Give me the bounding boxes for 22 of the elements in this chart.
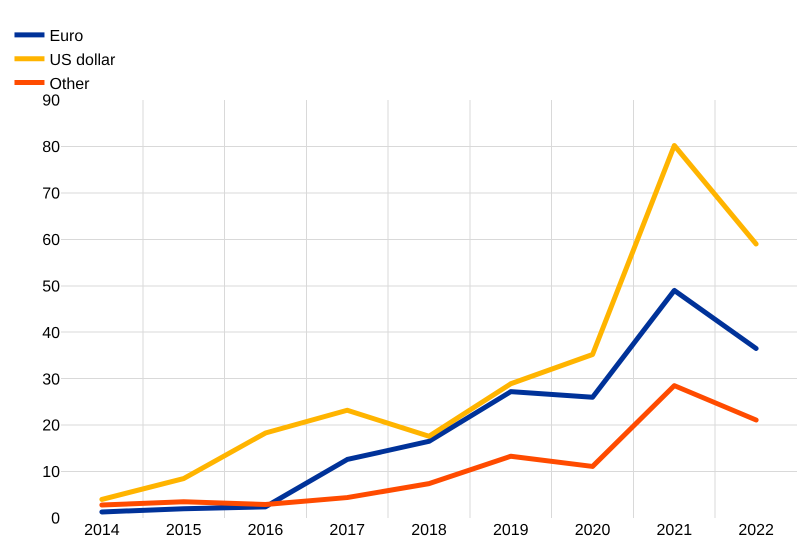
- legend-label: US dollar: [49, 52, 116, 69]
- y-tick-label: 30: [42, 371, 60, 388]
- x-tick-label: 2017: [329, 522, 366, 539]
- legend-label: Euro: [49, 28, 84, 46]
- y-tick-label: 20: [42, 418, 60, 435]
- y-tick-label: 10: [42, 464, 60, 482]
- y-tick-label: 0: [51, 510, 60, 528]
- x-tick-label: 2016: [248, 522, 284, 539]
- y-tick-label: 80: [42, 139, 60, 156]
- y-tick-label: 40: [42, 324, 60, 342]
- y-tick-label: 70: [42, 185, 60, 202]
- y-tick-label: 60: [42, 232, 60, 249]
- legend-label: Other: [49, 76, 90, 93]
- x-tick-label: 2019: [492, 522, 529, 539]
- y-tick-label: 90: [42, 92, 60, 110]
- x-tick-label: 2022: [738, 522, 774, 539]
- y-tick-label: 50: [42, 278, 60, 296]
- x-tick-label: 2020: [574, 522, 610, 539]
- x-tick-label: 2021: [656, 522, 692, 539]
- x-tick-label: 2014: [84, 522, 120, 539]
- x-tick-label: 2018: [411, 522, 447, 539]
- x-tick-label: 2015: [166, 522, 202, 539]
